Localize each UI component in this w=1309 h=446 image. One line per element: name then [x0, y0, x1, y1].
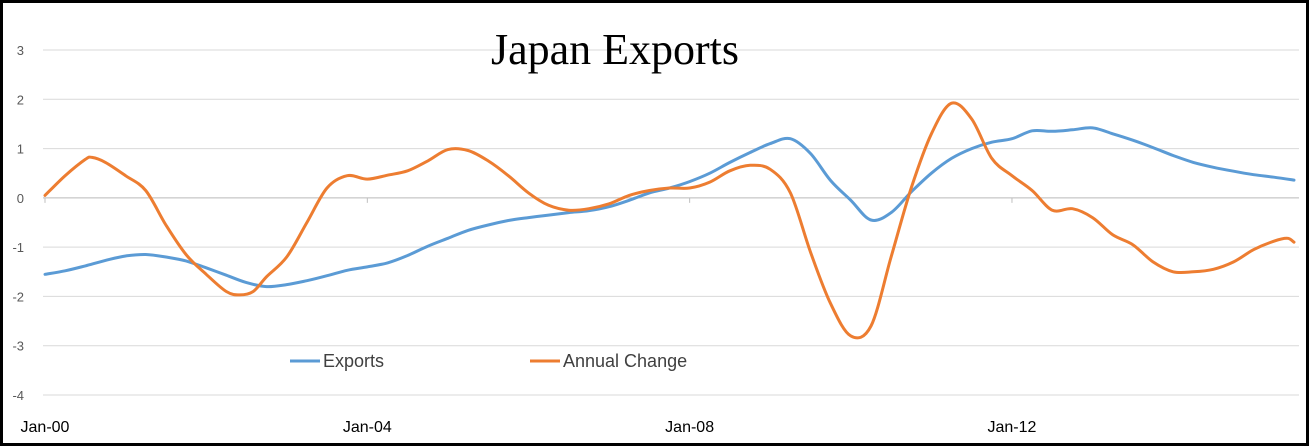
y-tick-label: -4 — [12, 388, 24, 403]
y-tick-label: 2 — [17, 92, 24, 107]
legend-label-exports: Exports — [323, 351, 384, 371]
x-tick-label: Jan-08 — [665, 419, 714, 436]
series-lines — [43, 101, 1296, 340]
line-chart: 3 2 1 0 -1 -2 -3 -4 Jan-00 Jan-04 Jan-08 Jan-12 Ja… — [12, 25, 1299, 436]
x-tick-label: Jan-00 — [21, 419, 70, 436]
y-tick-label: -1 — [12, 240, 24, 255]
y-tick-label: -2 — [12, 289, 24, 304]
legend: Exports Annual Change — [290, 351, 687, 371]
x-axis-ticks: Jan-00 Jan-04 Jan-08 Jan-12 — [21, 197, 1037, 436]
x-tick-label: Jan-04 — [343, 419, 392, 436]
y-tick-label: -3 — [12, 339, 24, 354]
series-line-annual-change — [43, 101, 1296, 340]
y-tick-label: 1 — [17, 142, 24, 157]
y-tick-label: 0 — [17, 191, 24, 206]
y-axis-ticks: 3 2 1 0 -1 -2 -3 -4 — [12, 43, 24, 403]
gridlines — [43, 49, 1299, 396]
x-tick-label: Jan-12 — [988, 419, 1037, 436]
series-line-exports — [43, 126, 1296, 289]
legend-label-annual-change: Annual Change — [563, 351, 687, 371]
y-tick-label: 3 — [17, 43, 24, 58]
chart-title: Japan Exports — [491, 25, 739, 74]
